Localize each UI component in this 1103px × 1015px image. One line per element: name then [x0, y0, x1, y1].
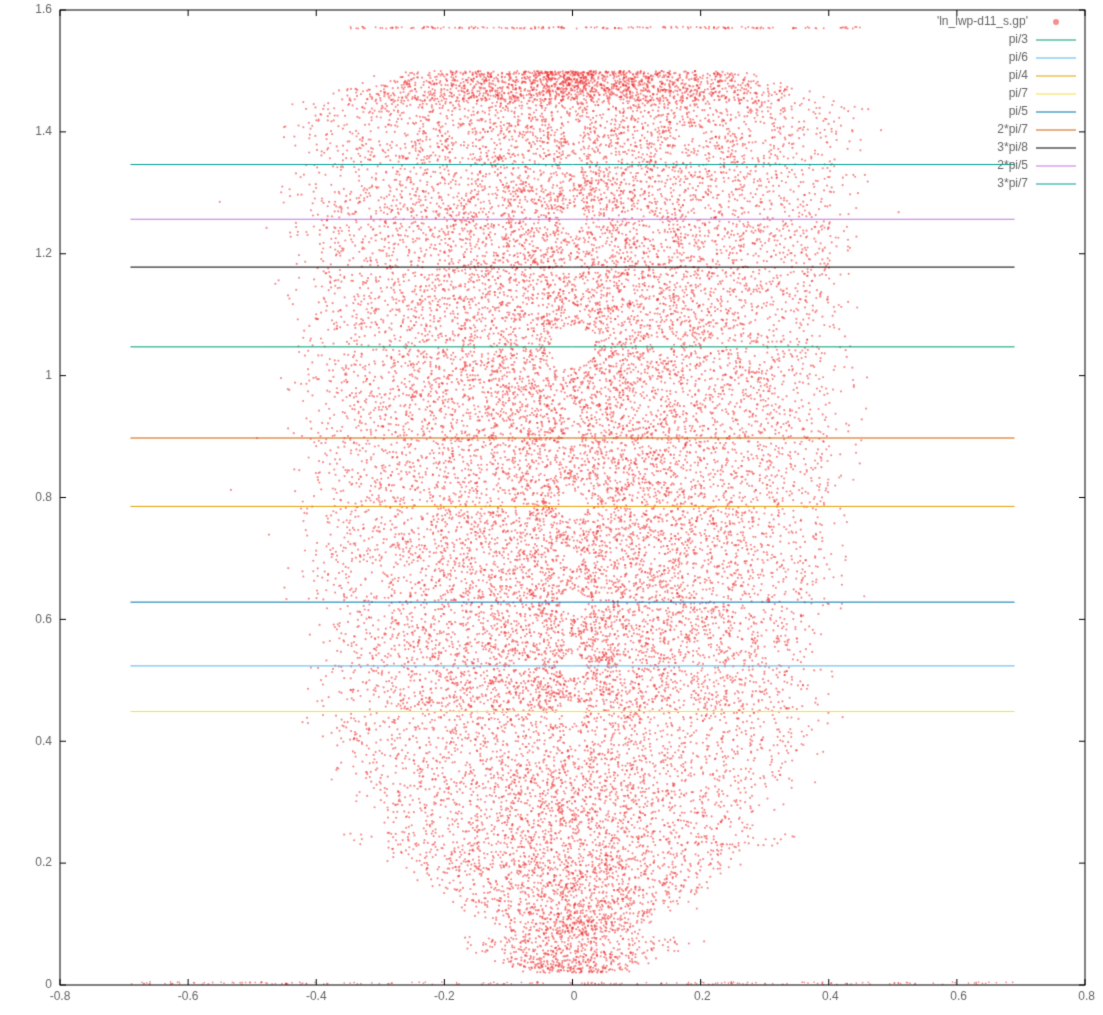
scatter-plot-canvas [0, 0, 1103, 1015]
chart-container [0, 0, 1103, 1015]
